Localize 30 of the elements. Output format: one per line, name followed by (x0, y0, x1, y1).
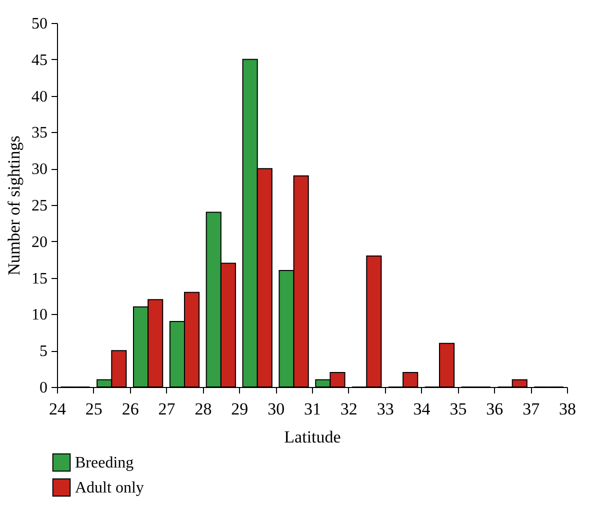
x-tick-label: 27 (158, 400, 176, 418)
x-tick-label: 29 (231, 400, 248, 418)
x-tick-label: 37 (522, 400, 540, 418)
y-tick-label: 25 (32, 198, 48, 214)
x-tick-label: 33 (376, 400, 394, 418)
y-tick-label: 0 (40, 380, 48, 396)
x-tick-label: 28 (194, 400, 212, 418)
x-tick-label: 31 (304, 400, 321, 418)
y-tick-label: 35 (32, 124, 48, 142)
y-tick-label: 5 (40, 343, 48, 360)
x-tick-label: 24 (49, 400, 66, 418)
x-tick-label: 32 (340, 400, 358, 418)
y-tick-label: 40 (32, 88, 48, 106)
y-axis-title: Number of sightings (4, 136, 24, 276)
y-tick-label: 45 (32, 52, 48, 69)
x-tick-label: 36 (486, 400, 504, 418)
x-tick-label: 35 (450, 400, 467, 418)
x-tick-label: 38 (559, 400, 576, 418)
y-tick-label: 20 (32, 234, 48, 251)
y-tick-label: 30 (32, 161, 48, 178)
x-tick-label: 25 (85, 400, 102, 418)
legend-label: Breeding (75, 454, 134, 472)
legend-label: Adult only (75, 480, 144, 496)
x-axis-title: Latitude (284, 428, 341, 446)
x-tick-label: 26 (122, 400, 139, 418)
y-tick-label: 10 (32, 306, 48, 324)
x-tick-label: 30 (268, 400, 285, 418)
y-tick-label: 50 (32, 16, 48, 32)
x-tick-label: 34 (413, 400, 431, 418)
y-tick-label: 15 (32, 270, 48, 288)
